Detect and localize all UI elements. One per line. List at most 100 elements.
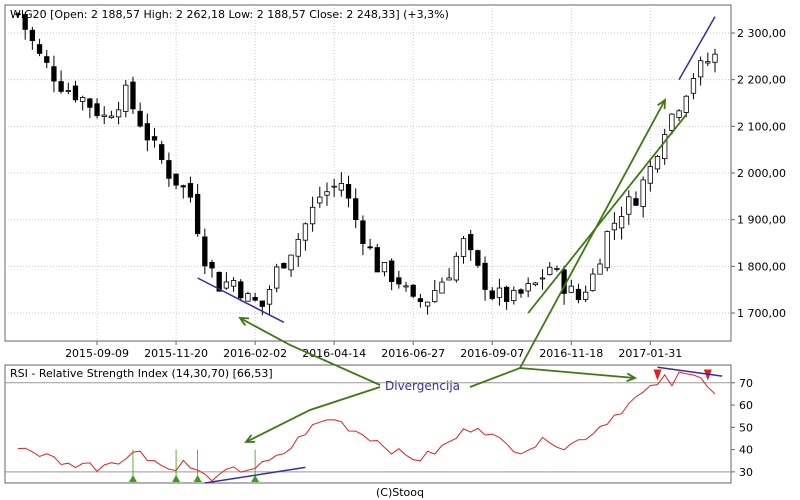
candle-body	[29, 29, 36, 42]
candle-body	[697, 60, 704, 78]
candle	[266, 285, 273, 316]
rsi-y-tick-label: 60	[739, 399, 753, 412]
candle	[468, 230, 474, 261]
candle	[360, 215, 366, 256]
candle	[36, 38, 43, 57]
price-x-tick-label: 2016-09-07	[460, 347, 524, 360]
candle-body	[626, 196, 632, 215]
divergence-arrow-price-low-head	[238, 317, 250, 326]
candle	[353, 188, 359, 229]
candle	[274, 263, 280, 293]
candle-body	[475, 250, 481, 266]
candle	[417, 293, 424, 308]
candle	[654, 154, 661, 173]
candle	[475, 249, 481, 268]
candle	[683, 95, 689, 118]
rsi-y-tick-label: 40	[739, 444, 753, 457]
rsi-pane-border	[4, 364, 732, 484]
price-x-axis: 2015-09-09 2015-11-20 2016-02-02 2016-04-14…	[65, 341, 682, 360]
rsi-y-tick-label: 70	[739, 377, 753, 390]
candle	[547, 262, 553, 276]
candle-body	[94, 103, 100, 117]
candle	[338, 172, 345, 197]
candle-body	[575, 288, 582, 301]
candle	[281, 262, 287, 269]
candle	[65, 82, 71, 95]
candle-body	[611, 222, 618, 231]
candle	[58, 70, 64, 94]
candle-body	[331, 185, 337, 188]
candle	[640, 176, 646, 218]
candle-body	[87, 98, 93, 108]
candle	[123, 80, 129, 118]
candle	[618, 206, 625, 240]
candle-body	[690, 78, 697, 94]
candle	[575, 283, 582, 304]
candle	[259, 300, 265, 316]
candle-body	[618, 216, 625, 229]
candle	[697, 56, 704, 86]
candle	[288, 254, 294, 277]
candle	[583, 285, 589, 303]
candle-body	[130, 81, 136, 110]
candle-body	[309, 206, 316, 225]
candle-body	[230, 280, 237, 287]
divergence-arrows	[238, 98, 666, 443]
rsi-pane: 30 40 50 60 70 RSI - Relative Strength Index…	[4, 364, 753, 484]
candle-body	[712, 53, 718, 63]
candle-body	[417, 298, 424, 303]
candle-body	[245, 293, 251, 302]
rsi-divergence-line-low	[204, 466, 306, 484]
candle-body	[511, 289, 517, 302]
candle-body	[58, 81, 64, 92]
candle	[460, 235, 467, 264]
candle	[424, 301, 431, 315]
candle-body	[159, 144, 165, 160]
candle	[202, 228, 208, 275]
divergence-arrow-rsi-high-head	[626, 372, 638, 383]
rsi-grid	[5, 382, 731, 473]
candle-body	[669, 113, 675, 131]
buy-signal-marker	[172, 475, 181, 482]
candle-body	[238, 281, 244, 299]
candle-body	[252, 297, 258, 301]
price-pane: 1 700,00 1 800,00 1 900,00 2 000,00 2 100,00…	[4, 4, 786, 360]
candle	[223, 272, 230, 290]
buy-signal-marker	[193, 475, 202, 482]
candle-body	[496, 287, 503, 298]
candles	[15, 12, 718, 316]
candle-body	[216, 271, 222, 292]
candle-body	[166, 160, 172, 179]
candle	[511, 286, 517, 305]
candle-body	[123, 84, 129, 112]
candle-body	[424, 301, 431, 307]
rsi-y-axis: 30 40 50 60 70	[731, 377, 753, 479]
candle-body	[80, 97, 86, 102]
candle	[230, 277, 237, 292]
price-x-tick-label: 2016-02-02	[223, 347, 287, 360]
candle	[252, 292, 258, 302]
candle-body	[439, 281, 445, 294]
candle-body	[259, 300, 265, 307]
price-y-tick-label: 2 200,00	[737, 74, 786, 87]
candle-body	[137, 110, 143, 127]
candle	[216, 271, 222, 292]
candle	[446, 268, 452, 281]
price-x-tick-label: 2017-01-31	[618, 347, 682, 360]
candle	[80, 95, 86, 111]
candle	[604, 230, 610, 272]
price-x-tick-label: 2016-04-14	[302, 347, 366, 360]
candle	[144, 113, 150, 152]
candle-body	[705, 61, 711, 64]
candle-body	[432, 290, 438, 303]
candle	[151, 127, 158, 148]
price-x-tick-label: 2016-06-27	[381, 347, 445, 360]
price-y-tick-label: 1 700,00	[737, 307, 786, 320]
candle	[626, 190, 632, 225]
rsi-y-tick-label: 30	[739, 466, 753, 479]
candle	[331, 178, 337, 197]
candle-body	[482, 262, 488, 290]
candle-body	[374, 247, 380, 273]
price-y-tick-label: 2 300,00	[737, 27, 786, 40]
candle-body	[144, 123, 150, 141]
